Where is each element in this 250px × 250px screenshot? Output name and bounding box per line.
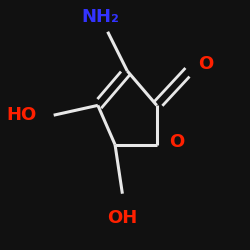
Text: NH₂: NH₂	[81, 8, 119, 26]
Text: OH: OH	[107, 209, 138, 227]
Text: HO: HO	[6, 106, 36, 124]
Text: O: O	[198, 55, 214, 73]
Text: O: O	[169, 133, 184, 151]
